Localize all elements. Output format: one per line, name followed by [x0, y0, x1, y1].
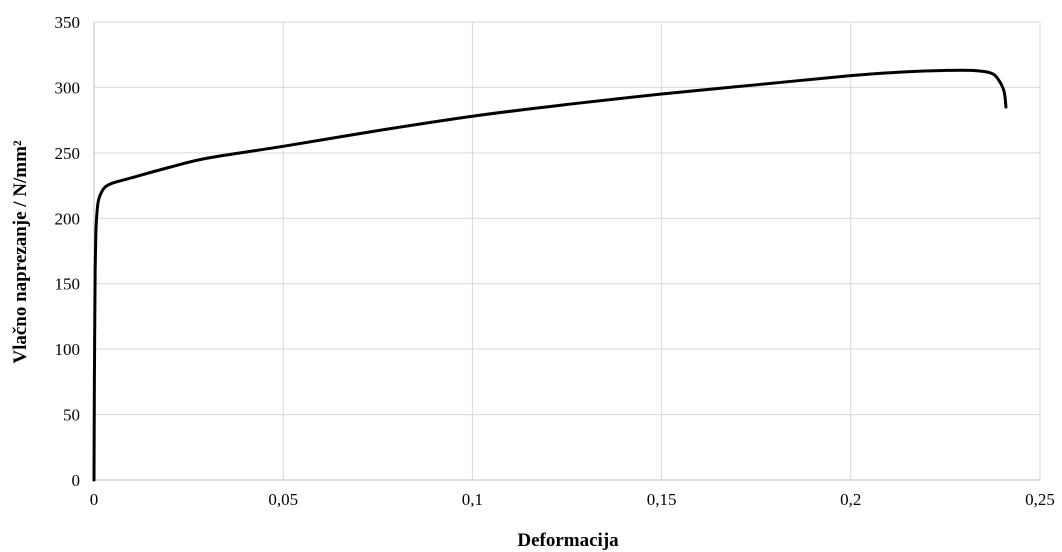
series-line: [92, 68, 1008, 482]
y-axis-title: Vlačno naprezanje / N/mm²: [10, 140, 31, 364]
series-layer: [92, 68, 1008, 482]
y-tick-label: 300: [55, 78, 81, 97]
y-tick-labels: 0 50 100 150 200 250 300 350: [55, 13, 81, 490]
y-tick-label: 350: [55, 13, 81, 32]
x-axis-title: Deformacija: [517, 530, 619, 551]
y-tick-label: 150: [55, 275, 81, 294]
y-tick-label: 50: [63, 406, 80, 425]
x-tick-label: 0: [90, 490, 99, 509]
x-tick-label: 0,15: [647, 490, 677, 509]
y-tick-label: 250: [55, 144, 81, 163]
axes: [93, 22, 1040, 481]
x-tick-label: 0,1: [462, 490, 483, 509]
x-tick-labels: 0 0,05 0,1 0,15 0,2 0,25: [90, 490, 1055, 509]
x-tick-label: 0,25: [1025, 490, 1055, 509]
y-tick-label: 200: [55, 209, 81, 228]
y-tick-label: 0: [72, 471, 81, 490]
gridlines: [94, 21, 1041, 480]
x-tick-label: 0,05: [268, 490, 298, 509]
x-tick-label: 0,2: [840, 490, 861, 509]
y-tick-label: 100: [55, 340, 81, 359]
